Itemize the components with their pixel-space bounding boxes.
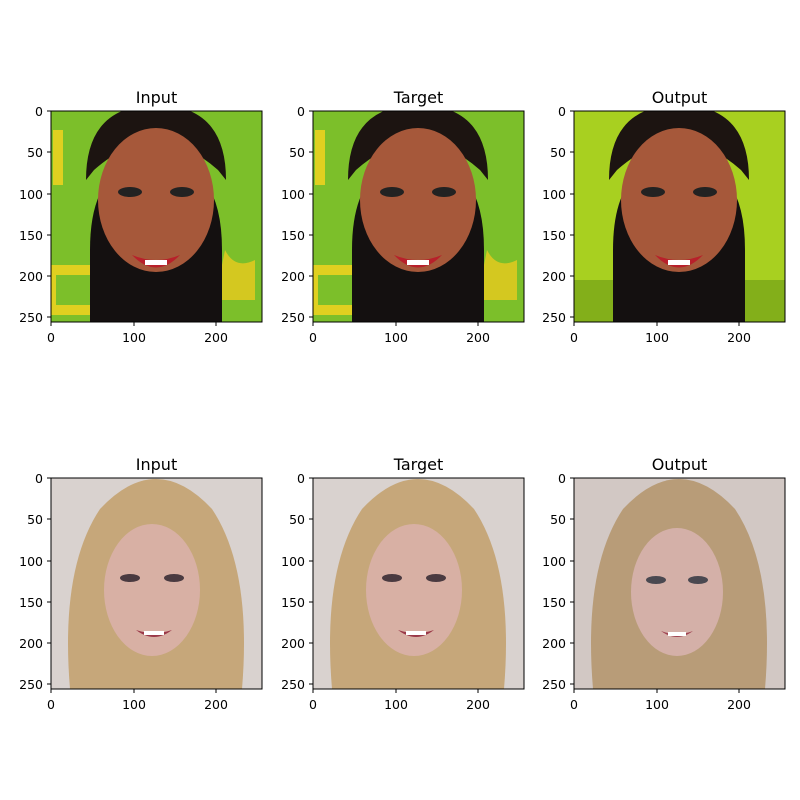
panel-title: Input: [136, 455, 177, 474]
y-tick-label: 0: [558, 471, 566, 486]
x-tick-label: 100: [645, 330, 669, 345]
x-tick-label: 100: [384, 697, 408, 712]
x-tick-label: 200: [727, 697, 751, 712]
y-tick-label: 200: [281, 269, 305, 284]
y-tick-label: 150: [281, 228, 305, 243]
axes-frame: [573, 477, 786, 690]
x-tick-label: 100: [122, 697, 146, 712]
panel-title: Output: [652, 88, 708, 107]
y-tick-label: 50: [289, 512, 305, 527]
x-tick-label: 0: [570, 330, 578, 345]
panel-title: Output: [652, 455, 708, 474]
x-axis: 0 100 200: [47, 322, 228, 345]
y-tick-label: 250: [19, 677, 43, 692]
y-tick-label: 0: [558, 104, 566, 119]
panel-title: Target: [393, 88, 444, 107]
y-tick-label: 250: [281, 310, 305, 325]
axes-frame: [50, 110, 263, 323]
image-portrait-blonde-input: [51, 478, 262, 689]
x-tick-label: 200: [204, 697, 228, 712]
x-axis: 0 100 200: [309, 322, 490, 345]
y-tick-label: 250: [19, 310, 43, 325]
y-tick-label: 100: [19, 187, 43, 202]
image-portrait-dark-hair-target: [313, 111, 524, 322]
y-tick-label: 200: [281, 636, 305, 651]
image-portrait-dark-hair-output: [574, 111, 785, 322]
y-tick-label: 50: [289, 145, 305, 160]
axes-frame: [312, 477, 525, 690]
y-tick-label: 200: [19, 269, 43, 284]
panel-title: Target: [393, 455, 444, 474]
y-axis: 0 50 100 150 200 250: [542, 104, 574, 325]
y-axis: 0 50 100 150 200 250: [19, 104, 51, 325]
y-tick-label: 50: [550, 512, 566, 527]
y-tick-label: 0: [297, 471, 305, 486]
y-tick-label: 200: [542, 269, 566, 284]
x-tick-label: 100: [645, 697, 669, 712]
y-tick-label: 100: [542, 554, 566, 569]
x-tick-label: 0: [47, 330, 55, 345]
y-tick-label: 200: [542, 636, 566, 651]
panel-output-2: Output 0 100 200 0 50 100: [542, 455, 786, 712]
image-portrait-dark-hair-input: [51, 111, 262, 322]
y-tick-label: 50: [550, 145, 566, 160]
x-tick-label: 0: [47, 697, 55, 712]
panel-target-2: Target 0 100 200 0 50 100: [281, 455, 525, 712]
y-tick-label: 150: [281, 595, 305, 610]
image-portrait-blonde-output: [574, 478, 785, 689]
y-tick-label: 150: [19, 228, 43, 243]
panel-title: Input: [136, 88, 177, 107]
y-tick-label: 100: [542, 187, 566, 202]
panel-input-2: Input 0 100 200 0 50 100: [19, 455, 263, 712]
y-tick-label: 150: [19, 595, 43, 610]
panel-target-1: Target 0 100 200 0: [281, 88, 525, 345]
x-tick-label: 0: [570, 697, 578, 712]
y-axis: 0 50 100 150 200 250: [281, 104, 313, 325]
y-tick-label: 150: [542, 595, 566, 610]
axes-frame: [573, 110, 786, 323]
y-tick-label: 50: [27, 512, 43, 527]
x-axis: 0 100 200: [309, 689, 490, 712]
y-tick-label: 200: [19, 636, 43, 651]
y-tick-label: 100: [19, 554, 43, 569]
panel-output-1: Output 0 100 200 0: [542, 88, 786, 345]
y-tick-label: 100: [281, 554, 305, 569]
y-tick-label: 250: [542, 310, 566, 325]
y-tick-label: 0: [35, 471, 43, 486]
y-tick-label: 0: [35, 104, 43, 119]
y-tick-label: 50: [27, 145, 43, 160]
x-axis: 0 100 200: [570, 322, 751, 345]
y-tick-label: 250: [281, 677, 305, 692]
axes-frame: [50, 477, 263, 690]
axes-frame: [312, 110, 525, 323]
y-tick-label: 250: [542, 677, 566, 692]
x-tick-label: 200: [727, 330, 751, 345]
image-portrait-blonde-target: [313, 478, 524, 689]
x-tick-label: 0: [309, 697, 317, 712]
x-tick-label: 200: [204, 330, 228, 345]
x-axis: 0 100 200: [47, 689, 228, 712]
x-tick-label: 200: [466, 697, 490, 712]
y-axis: 0 50 100 150 200 250: [281, 471, 313, 692]
x-tick-label: 100: [122, 330, 146, 345]
x-tick-label: 0: [309, 330, 317, 345]
x-tick-label: 100: [384, 330, 408, 345]
y-axis: 0 50 100 150 200 250: [542, 471, 574, 692]
y-tick-label: 0: [297, 104, 305, 119]
x-tick-label: 200: [466, 330, 490, 345]
y-tick-label: 150: [542, 228, 566, 243]
y-tick-label: 100: [281, 187, 305, 202]
x-axis: 0 100 200: [570, 689, 751, 712]
panel-input-1: Input 0 100 200 0: [19, 88, 263, 345]
y-axis: 0 50 100 150 200 250: [19, 471, 51, 692]
